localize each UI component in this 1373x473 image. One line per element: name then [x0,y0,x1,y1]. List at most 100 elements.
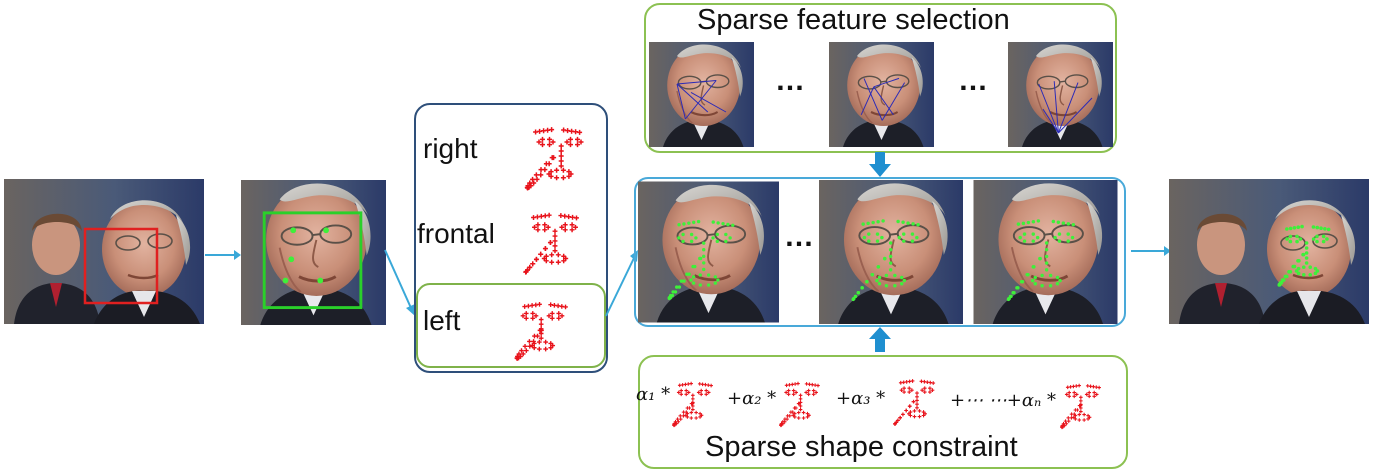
landmark-marker [1066,416,1071,420]
landmark-marker [691,407,695,412]
landmark-dot [1070,235,1075,240]
landmark-dot [1036,219,1041,223]
landmark-marker [1092,394,1096,399]
landmark-marker [811,392,816,397]
landmark-dot [906,221,910,225]
landmark-marker [524,348,529,353]
landmark-marker [549,127,555,133]
landmark-dot [1285,227,1289,231]
landmark-marker [699,392,703,397]
landmark-dot [860,286,864,290]
landmark-marker [1066,419,1071,423]
landmark-marker [684,388,688,393]
landmark-marker [908,410,913,414]
landmark-dot [1071,222,1076,227]
landmark-marker [546,212,552,218]
landmark-dot [698,256,703,261]
landmark-marker [558,163,564,169]
landmark-marker [575,136,580,142]
landmark-marker [538,172,544,178]
landmark-points-1 [667,219,735,301]
landmark-dot [1323,227,1327,231]
landmark-dot [1019,280,1024,284]
landmark-dot [876,265,881,269]
landmark-dot [1284,274,1289,279]
landmark-dot [910,239,915,243]
coef-term-1: α₁ * [636,384,671,405]
shape-basis-2 [779,381,820,428]
landmark-dot [711,220,715,224]
landmark-dot [915,235,919,240]
landmark-marker [568,142,573,148]
landmark-marker [546,313,552,319]
landmark-dot [888,268,893,272]
landmark-dot [1022,232,1027,236]
shape-constraint-title: Sparse shape constraint [705,431,1018,463]
landmark-dot [716,278,720,282]
landmark-marker [798,397,803,401]
feature-photo-2 [829,42,934,147]
landmark-dot [715,239,719,244]
landmark-dot [1021,221,1026,226]
landmark-marker [1079,409,1083,414]
feature-ellipsis-1: … [775,64,806,97]
landmark-marker [1075,408,1080,412]
landmark-marker [558,158,564,164]
landmark-dot [692,220,696,225]
landmark-dot [1301,265,1306,269]
landmark-marker [549,311,555,316]
landmark-dot [897,235,902,240]
landmark-marker [1072,394,1076,399]
landmark-marker [915,391,919,395]
coef-term-3: +α₃ * [836,388,886,409]
landmark-marker [527,180,533,186]
landmark-dot [861,222,865,226]
landmark-marker [525,267,530,273]
landmark-dot [1055,282,1060,286]
landmark-dot [681,239,685,244]
landmark-dot [1025,272,1029,277]
landmark-dot [1308,265,1313,269]
landmark-dot [902,278,907,283]
landmark-dot [1048,283,1053,288]
landmark-marker [1074,392,1079,397]
landmark-marker [538,331,544,336]
landmark-marker [909,388,914,392]
landmark-dot [702,254,706,259]
landmark-marker [917,409,922,413]
landmark-dot [1040,283,1044,288]
landmark-marker [519,348,524,353]
landmark-marker [1063,419,1068,423]
landmark-dot [875,278,879,283]
landmark-marker [552,243,558,249]
landmark-marker [566,169,572,175]
landmark-marker [538,167,544,173]
landmark-marker [928,386,932,391]
landmark-dot [721,221,725,226]
five-point-landmarks [282,227,329,284]
landmark-marker [522,344,528,349]
landmark-marker [538,321,544,327]
landmark-marker [1094,392,1099,397]
landmark-marker [555,259,561,265]
landmark-marker [533,256,539,262]
output-landmark-points [1277,224,1331,287]
landmark-marker [691,397,695,401]
landmark-marker [549,155,555,161]
landmark-marker [1077,383,1081,388]
landmark-marker [561,258,567,264]
landmark-marker [1079,402,1083,407]
landmark-dot [677,285,682,289]
landmark-dot [1296,266,1301,271]
landmark-marker [787,414,792,418]
landmark-marker [816,383,820,388]
landmark-marker [1086,413,1090,418]
landmark-dot [853,294,858,299]
landmark-dot [691,281,696,285]
landmark-marker [547,142,552,148]
landmark-marker [1064,392,1069,397]
landmark-marker [548,345,554,351]
landmark-marker [921,413,926,418]
landmark-dot [1304,256,1309,260]
landmark-marker [577,129,583,135]
